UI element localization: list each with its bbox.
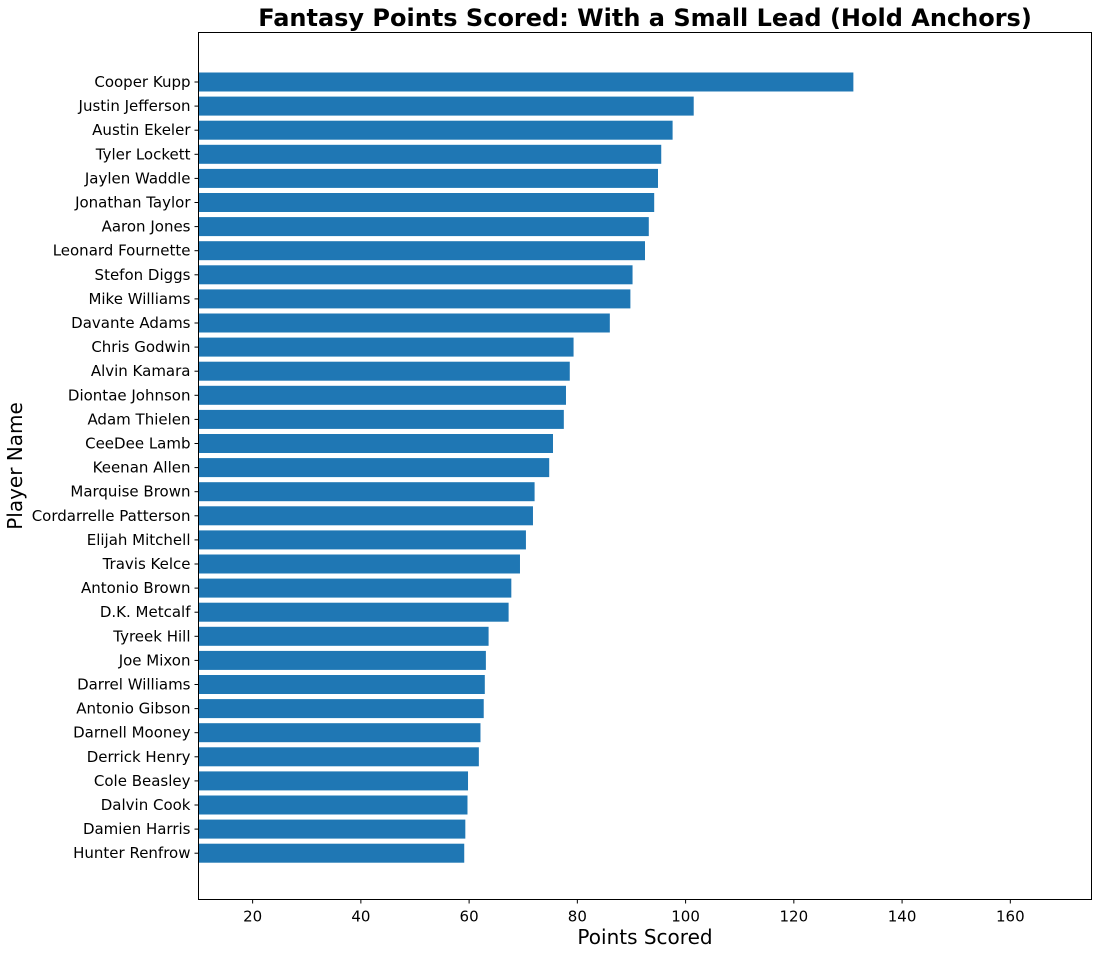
bar-davante-adams (198, 313, 610, 333)
bar-antonio-gibson (198, 699, 484, 719)
x-tick-label: 120 (780, 908, 809, 926)
bar-darnell-mooney (198, 723, 481, 743)
y-axis-label: Player Name (3, 402, 27, 530)
y-tick-label: Jonathan Taylor (74, 194, 191, 212)
bar-tyreek-hill (198, 626, 489, 646)
y-tick-label: Alvin Kamara (91, 362, 191, 380)
plot-frame (198, 32, 1092, 900)
bars-group (198, 72, 854, 863)
bar-darrel-williams (198, 675, 485, 694)
y-tick-label: Antonio Gibson (76, 700, 190, 718)
bar-stefon-diggs (198, 265, 633, 285)
bar-cole-beasley (198, 771, 469, 791)
bar-chris-godwin (198, 337, 574, 357)
y-tick-label: Hunter Renfrow (73, 844, 190, 862)
y-tick-label: Antonio Brown (81, 579, 191, 597)
bar-travis-kelce (198, 554, 520, 574)
bar-jonathan-taylor (198, 193, 655, 212)
bar-cordarrelle-patterson (198, 506, 533, 526)
bar-marquise-brown (198, 482, 535, 502)
bar-leonard-fournette (198, 241, 645, 261)
bar-derrick-henry (198, 747, 479, 767)
y-tick-label: Diontae Johnson (68, 386, 191, 404)
bar-d-k-metcalf (198, 602, 509, 622)
y-tick-label: Darnell Mooney (73, 724, 191, 742)
y-tick-label: Dalvin Cook (101, 796, 191, 814)
y-tick-label: Leonard Fournette (53, 242, 191, 260)
x-tick-label: 100 (671, 908, 700, 926)
y-tick-label: Mike Williams (88, 290, 190, 308)
y-tick-label: Joe Mixon (118, 651, 191, 669)
x-ticks-group: 20 40 60 80 100 120 140 160 (243, 899, 1025, 926)
y-tick-label: Chris Godwin (91, 338, 190, 356)
x-tick-label: 40 (351, 908, 370, 926)
bar-tyler-lockett (198, 144, 662, 164)
bar-justin-jefferson (198, 96, 694, 116)
y-tick-label: Justin Jefferson (78, 97, 191, 115)
bar-damien-harris (198, 819, 466, 839)
y-tick-label: Jaylen Waddle (84, 169, 191, 187)
y-tick-label: Austin Ekeler (92, 121, 191, 139)
y-tick-label: Cooper Kupp (94, 73, 190, 91)
bar-antonio-brown (198, 578, 512, 598)
y-tick-label: D.K. Metcalf (100, 603, 191, 621)
bar-aaron-jones (198, 217, 649, 237)
bar-adam-thielen (198, 409, 564, 429)
bar-alvin-kamara (198, 361, 570, 381)
y-tick-label: Tyler Lockett (95, 145, 191, 163)
bar-jaylen-waddle (198, 168, 658, 188)
bar-joe-mixon (198, 650, 486, 670)
y-tick-label: Derrick Henry (87, 748, 191, 766)
x-tick-label: 20 (243, 908, 262, 926)
y-tick-label: Aaron Jones (102, 218, 191, 236)
bar-elijah-mitchell (198, 530, 526, 550)
x-tick-label: 60 (460, 908, 479, 926)
y-tick-label: Elijah Mitchell (87, 531, 191, 549)
y-tick-label: Adam Thielen (87, 410, 190, 428)
bar-hunter-renfrow (198, 843, 465, 863)
bar-austin-ekeler (198, 120, 673, 140)
y-tick-label: Stefon Diggs (95, 266, 191, 284)
bar-diontae-johnson (198, 385, 566, 405)
bar-dalvin-cook (198, 795, 468, 815)
bar-cooper-kupp (198, 72, 854, 92)
y-tick-label: CeeDee Lamb (85, 435, 190, 453)
x-tick-label: 160 (996, 908, 1025, 926)
bar-mike-williams (198, 289, 631, 309)
chart-title: Fantasy Points Scored: With a Small Lead… (258, 4, 1032, 32)
y-tick-label: Cordarrelle Patterson (32, 507, 191, 525)
y-tick-label: Damien Harris (83, 820, 191, 838)
y-tick-label: Davante Adams (71, 314, 191, 332)
bar-keenan-allen (198, 458, 550, 478)
y-tick-label: Keenan Allen (93, 459, 191, 477)
x-tick-label: 80 (568, 908, 587, 926)
y-tick-label: Cole Beasley (94, 772, 191, 790)
y-tick-label: Tyreek Hill (112, 627, 190, 645)
bar-ceedee-lamb (198, 434, 553, 453)
x-axis-label: Points Scored (577, 925, 712, 949)
x-tick-label: 140 (888, 908, 917, 926)
category-labels-group: Cooper Kupp Justin Jefferson Austin Ekeler… (32, 73, 199, 862)
y-tick-label: Darrel Williams (77, 676, 191, 694)
y-tick-label: Marquise Brown (70, 483, 190, 501)
y-tick-label: Travis Kelce (102, 555, 191, 573)
